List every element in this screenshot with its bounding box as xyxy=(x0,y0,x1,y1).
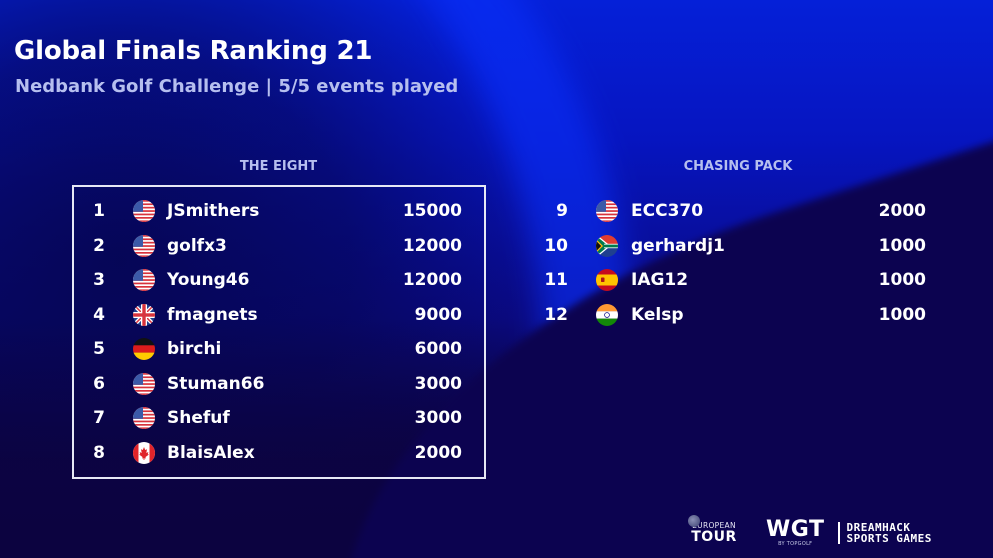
usa-flag-icon xyxy=(133,200,155,222)
player-name: ECC370 xyxy=(631,201,704,222)
chasing-pack-list: 9 ECC370 2000 10 gerhardj1 1000 11 IAG12… xyxy=(536,194,936,332)
rank: 2 xyxy=(93,235,105,256)
ranking-row: 7 Shefuf 3000 xyxy=(72,401,486,436)
sponsor-logos: EUROPEAN TOUR WGT BY TOPGOLF DREAMHACK S… xyxy=(686,515,932,550)
player-points: 3000 xyxy=(414,408,462,429)
player-points: 12000 xyxy=(402,270,462,291)
ranking-row: 6 Stuman66 3000 xyxy=(72,367,486,402)
player-name: Kelsp xyxy=(631,304,684,325)
player-name: Shefuf xyxy=(167,408,230,429)
player-points: 6000 xyxy=(414,339,462,360)
germany-flag-icon xyxy=(133,338,155,360)
player-name: JSmithers xyxy=(167,201,260,222)
player-points: 15000 xyxy=(402,201,462,222)
wgt-logo: WGT BY TOPGOLF xyxy=(766,517,825,547)
spain-flag-icon xyxy=(596,269,618,291)
rank: 6 xyxy=(93,373,105,394)
rank: 1 xyxy=(93,201,105,222)
player-points: 1000 xyxy=(878,304,926,325)
ranking-row: 4 fmagnets 9000 xyxy=(72,298,486,333)
rank: 5 xyxy=(93,339,105,360)
rank: 3 xyxy=(93,270,105,291)
rank: 9 xyxy=(556,201,568,222)
player-name: fmagnets xyxy=(167,304,258,325)
rank: 12 xyxy=(544,304,568,325)
player-name: birchi xyxy=(167,339,222,360)
ranking-row: 5 birchi 6000 xyxy=(72,332,486,367)
rank: 8 xyxy=(93,442,105,463)
european-tour-logo: EUROPEAN TOUR xyxy=(686,515,742,544)
india-flag-icon xyxy=(596,304,618,326)
uk-flag-icon xyxy=(133,304,155,326)
rank: 4 xyxy=(93,304,105,325)
south-africa-flag-icon xyxy=(596,235,618,257)
page-title: Global Finals Ranking 21 xyxy=(14,36,373,66)
player-name: gerhardj1 xyxy=(631,235,725,256)
player-points: 12000 xyxy=(402,235,462,256)
rank: 11 xyxy=(544,270,568,291)
dreamhack-sports-games-logo: DREAMHACK SPORTS GAMES xyxy=(838,522,931,544)
player-points: 1000 xyxy=(878,270,926,291)
usa-flag-icon xyxy=(596,200,618,222)
player-name: BlaisAlex xyxy=(167,442,255,463)
player-name: Young46 xyxy=(167,270,250,291)
ranking-row: 12 Kelsp 1000 xyxy=(536,298,936,333)
usa-flag-icon xyxy=(133,373,155,395)
the-eight-header: THE EIGHT xyxy=(239,159,318,174)
globe-icon xyxy=(688,515,700,528)
ranking-row: 8 BlaisAlex 2000 xyxy=(72,436,486,471)
the-eight-box xyxy=(72,185,486,479)
player-name: golfx3 xyxy=(167,235,227,256)
chasing-pack-header: CHASING PACK xyxy=(683,159,793,174)
player-points: 2000 xyxy=(414,442,462,463)
canada-flag-icon xyxy=(133,442,155,464)
ranking-row: 1 JSmithers 15000 xyxy=(72,194,486,229)
usa-flag-icon xyxy=(133,235,155,257)
usa-flag-icon xyxy=(133,269,155,291)
player-points: 2000 xyxy=(878,201,926,222)
player-points: 1000 xyxy=(878,235,926,256)
page-subtitle: Nedbank Golf Challenge | 5/5 events play… xyxy=(15,76,459,97)
usa-flag-icon xyxy=(133,407,155,429)
player-points: 3000 xyxy=(414,373,462,394)
ranking-row: 10 gerhardj1 1000 xyxy=(536,229,936,264)
ranking-row: 3 Young46 12000 xyxy=(72,263,486,298)
ranking-row: 2 golfx3 12000 xyxy=(72,229,486,264)
rank: 7 xyxy=(93,408,105,429)
player-points: 9000 xyxy=(414,304,462,325)
ranking-row: 9 ECC370 2000 xyxy=(536,194,936,229)
player-name: IAG12 xyxy=(631,270,689,291)
rank: 10 xyxy=(544,235,568,256)
the-eight-list: 1 JSmithers 15000 2 golfx3 12000 3 Young… xyxy=(72,194,486,470)
ranking-row: 11 IAG12 1000 xyxy=(536,263,936,298)
player-name: Stuman66 xyxy=(167,373,265,394)
